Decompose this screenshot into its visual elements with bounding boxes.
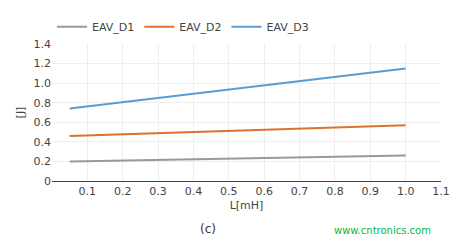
svg-text:0.4: 0.4 (185, 185, 203, 198)
svg-text:0.7: 0.7 (291, 185, 309, 198)
svg-text:0.8: 0.8 (326, 185, 344, 198)
svg-text:0: 0 (44, 175, 51, 188)
svg-text:L[mH]: L[mH] (230, 199, 264, 212)
svg-text:0.4: 0.4 (34, 136, 52, 149)
svg-text:(c): (c) (200, 222, 216, 236)
svg-text:0.6: 0.6 (255, 185, 273, 198)
svg-text:1.4: 1.4 (34, 38, 52, 51)
svg-text:EAV_D1: EAV_D1 (92, 21, 134, 34)
svg-text:1.1: 1.1 (432, 185, 450, 198)
svg-text:0.5: 0.5 (220, 185, 238, 198)
svg-text:0.6: 0.6 (34, 116, 52, 129)
svg-text:[J]: [J] (14, 107, 27, 119)
svg-text:EAV_D2: EAV_D2 (179, 21, 221, 34)
svg-text:1.0: 1.0 (34, 77, 52, 90)
svg-text:0.1: 0.1 (79, 185, 97, 198)
svg-text:0.2: 0.2 (114, 185, 132, 198)
svg-text:1.0: 1.0 (397, 185, 415, 198)
svg-text:0.9: 0.9 (362, 185, 380, 198)
svg-text:www.cntronics.com: www.cntronics.com (334, 225, 431, 236)
svg-text:0.8: 0.8 (34, 97, 52, 110)
svg-text:1.2: 1.2 (34, 57, 52, 70)
svg-text:0.3: 0.3 (149, 185, 167, 198)
svg-text:0.2: 0.2 (34, 155, 52, 168)
svg-text:EAV_D3: EAV_D3 (267, 21, 309, 34)
